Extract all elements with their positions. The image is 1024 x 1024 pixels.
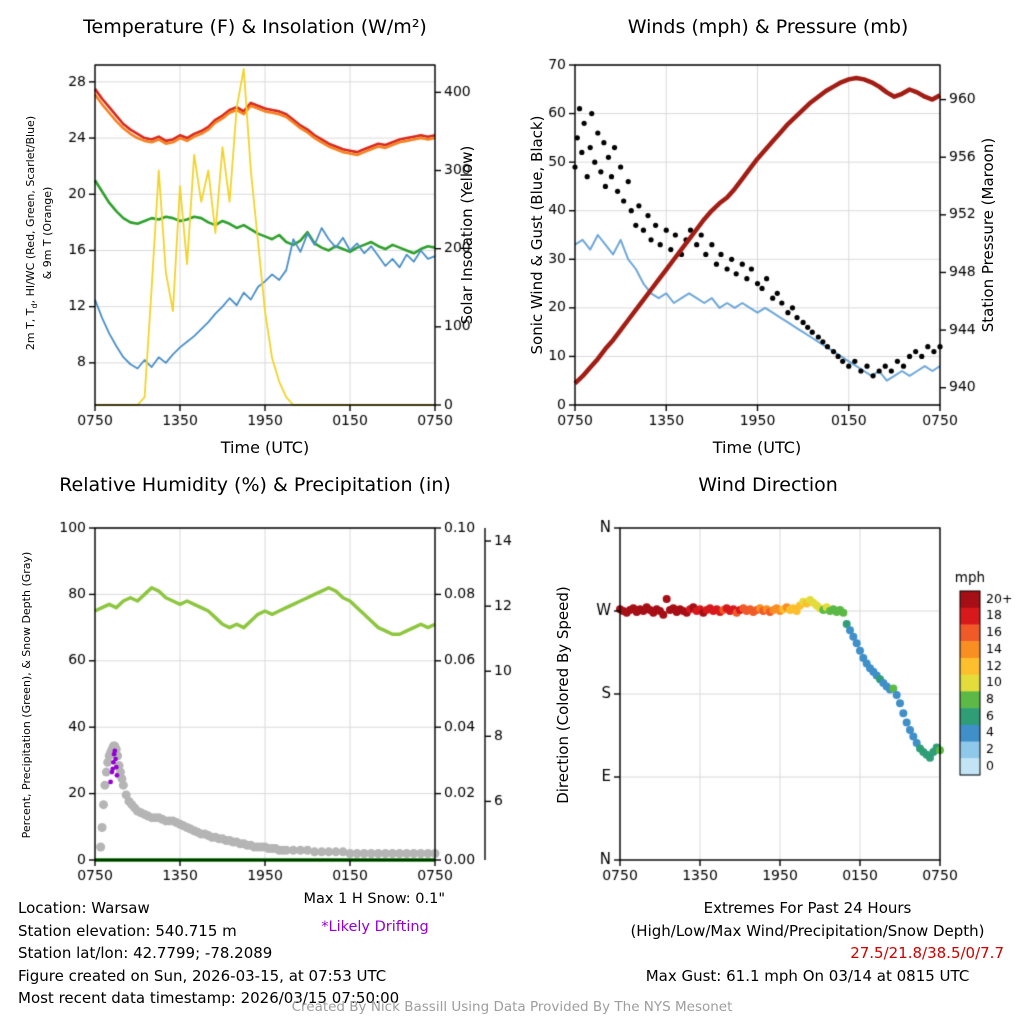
winds-chart-title: Winds (mph) & Pressure (mb)	[627, 16, 909, 38]
pressure-y-axis-label: Station Pressure (Maroon)	[979, 137, 997, 333]
winds-chart-x-axis-label: Time (UTC)	[712, 438, 802, 457]
station-location: Location: Warsaw	[18, 899, 150, 917]
wind-direction-chart-canvas	[512, 478, 1024, 892]
temperature-y-label-line1: 2m T, Td, HI/WC (Red, Green, Scarlet/Blu…	[24, 115, 40, 351]
extremes-block: Extremes For Past 24 Hours (High/Low/Max…	[605, 897, 1010, 987]
station-elevation: Station elevation: 540.715 m	[18, 921, 237, 940]
humidity-chart-y-axis-label: Percent, Precipitation (Green), & Snow D…	[20, 551, 33, 839]
station-latlon: Station lat/lon: 42.7799; -78.2089	[18, 944, 273, 962]
wind-gust-y-axis-label: Sonic Wind & Gust (Blue, Black)	[528, 115, 546, 355]
most-recent-data-timestamp: Most recent data timestamp: 2026/03/15 0…	[18, 989, 400, 1007]
extremes-title: Extremes For Past 24 Hours	[703, 899, 912, 917]
figure-created-timestamp: Figure created on Sun, 2026-03-15, at 07…	[18, 966, 387, 985]
extremes-subtitle: (High/Low/Max Wind/Precipitation/Snow De…	[630, 921, 985, 940]
wind-direction-y-axis-label: Direction (Colored By Speed)	[554, 586, 572, 804]
winds-pressure-chart-canvas	[512, 0, 1024, 470]
likely-drifting-note: *Likely Drifting	[321, 919, 429, 935]
station-info-block: Location: Warsaw Station elevation: 540.…	[18, 897, 399, 1010]
credit-line: Created By Nick Bassill Using Data Provi…	[291, 999, 733, 1015]
insolation-y-axis-label: Solar Insolation (Yellow)	[458, 145, 476, 325]
extremes-values: 27.5/21.8/38.5/0/7.7	[850, 944, 1004, 962]
max-snow-note: Max 1 H Snow: 0.1"	[303, 891, 446, 907]
temperature-insolation-chart-canvas	[0, 0, 512, 470]
temperature-chart-y-axis-label: 2m T, Td, HI/WC (Red, Green, Scarlet/Blu…	[24, 58, 54, 408]
temperature-chart-x-axis-label: Time (UTC)	[220, 438, 310, 457]
humidity-chart-title: Relative Humidity (%) & Precipitation (i…	[59, 474, 451, 496]
max-gust-note: Max Gust: 61.1 mph On 03/14 at 0815 UTC	[645, 966, 970, 985]
temperature-chart-title: Temperature (F) & Insolation (W/m²)	[83, 16, 427, 38]
temperature-y-label-line2: & 9m T (Orange)	[41, 186, 55, 280]
humidity-precip-chart-canvas	[0, 478, 512, 892]
wind-direction-chart-title: Wind Direction	[698, 474, 838, 496]
